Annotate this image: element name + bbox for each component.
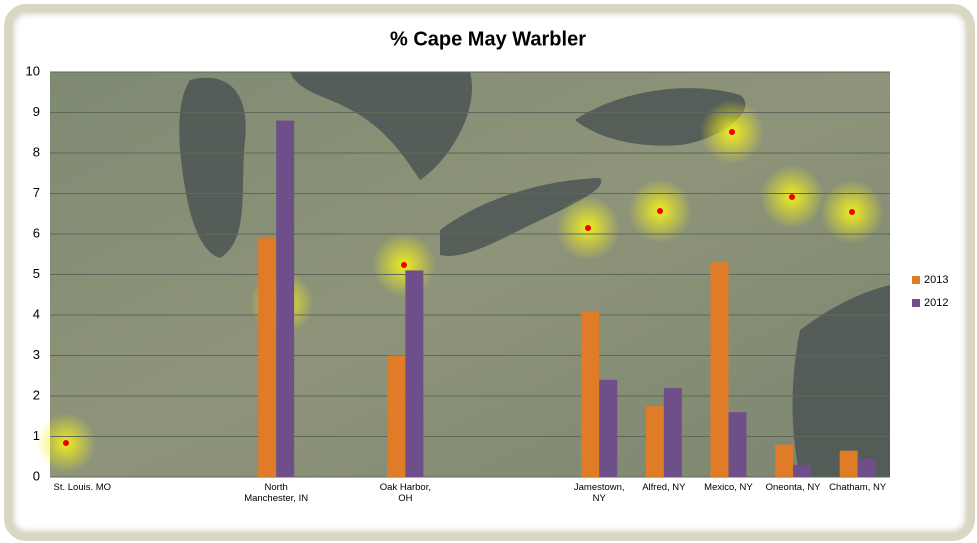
bar bbox=[645, 406, 664, 477]
bar bbox=[387, 355, 406, 477]
x-tick-label: St. Louis. MO bbox=[53, 482, 112, 493]
legend-label: 2013 bbox=[924, 274, 948, 286]
y-tick-label: 2 bbox=[33, 387, 40, 402]
bar bbox=[599, 379, 618, 477]
bar bbox=[405, 270, 424, 477]
y-tick-label: 7 bbox=[33, 185, 40, 200]
y-tick-label: 4 bbox=[33, 306, 40, 321]
bar bbox=[775, 444, 794, 477]
legend-swatch bbox=[912, 299, 920, 307]
bar bbox=[793, 464, 812, 477]
y-tick-label: 6 bbox=[33, 225, 40, 240]
x-tick-label: Jamestown, NY bbox=[573, 482, 625, 504]
x-tick-label: Mexico, NY bbox=[704, 482, 753, 493]
bar bbox=[276, 120, 295, 477]
x-tick-label: Oneonta, NY bbox=[765, 482, 821, 493]
y-tick-label: 10 bbox=[26, 63, 40, 78]
legend-label: 2012 bbox=[924, 297, 948, 309]
chart-title: % Cape May Warbler bbox=[390, 28, 586, 50]
bar bbox=[839, 450, 858, 477]
legend-swatch bbox=[912, 276, 920, 284]
y-tick-label: 3 bbox=[33, 347, 40, 362]
bar bbox=[857, 458, 876, 477]
y-tick-label: 1 bbox=[33, 428, 40, 443]
y-tick-label: 0 bbox=[33, 468, 40, 483]
y-tick-label: 8 bbox=[33, 144, 40, 159]
bar bbox=[728, 412, 747, 477]
x-tick-label: Oak Harbor, OH bbox=[379, 482, 431, 504]
bar bbox=[710, 262, 729, 477]
bar bbox=[258, 238, 277, 477]
y-tick-label: 9 bbox=[33, 104, 40, 119]
bar bbox=[663, 387, 682, 477]
y-tick-label: 5 bbox=[33, 266, 40, 281]
bar bbox=[581, 310, 600, 477]
x-tick-label: Alfred, NY bbox=[642, 482, 686, 493]
x-tick-label: Chatham, NY bbox=[829, 482, 887, 493]
x-tick-label: North Manchester, IN bbox=[244, 482, 309, 504]
